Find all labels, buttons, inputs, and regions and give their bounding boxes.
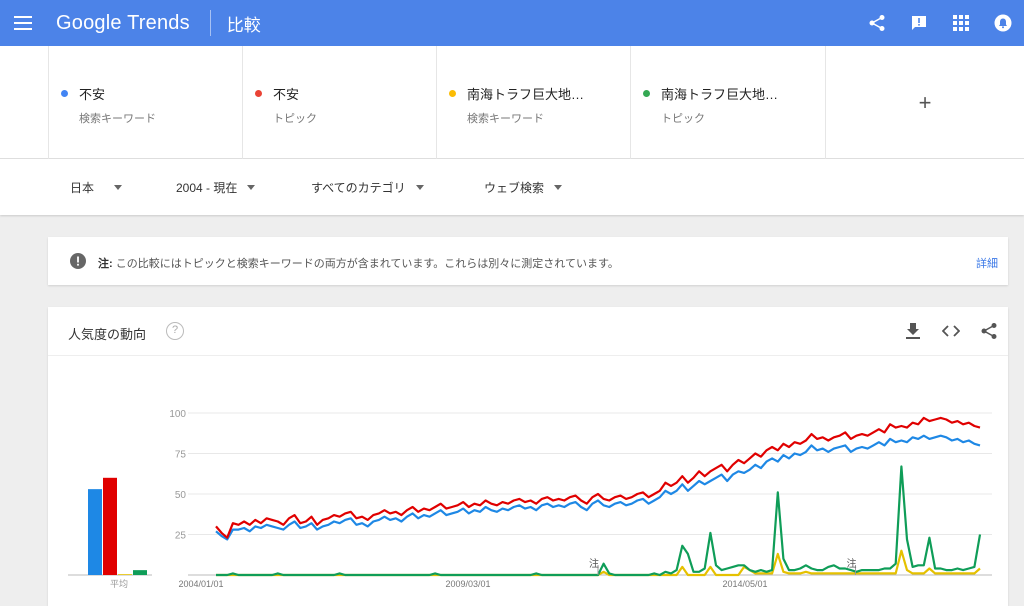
x-tick-label: 2014/05/01: [722, 579, 767, 589]
notice-text: この比較にはトピックと検索キーワードの両方が含まれています。これらは別々に測定さ…: [115, 258, 619, 270]
term-type: トピック: [273, 113, 317, 125]
term-name: 不安: [79, 87, 106, 102]
card-divider: [48, 355, 1008, 356]
region-filter-label: 日本: [70, 181, 95, 195]
y-tick-label: 75: [175, 450, 187, 461]
app-logo[interactable]: Google Trends: [56, 11, 190, 34]
category-filter[interactable]: すべてのカテゴリ: [311, 179, 424, 196]
interest-over-time-card: 人気度の動向 ? 100 75 50 25 2004/01/01 2009/03/01 20…: [48, 307, 1008, 606]
period-filter[interactable]: 2004 - 現在: [176, 179, 256, 196]
term-name: 不安: [273, 87, 300, 102]
x-tick-label: 2009/03/01: [445, 579, 490, 589]
term-card-1[interactable]: 不安 検索キーワード: [48, 46, 242, 159]
download-icon: [906, 323, 920, 339]
term-card-3[interactable]: 南海トラフ巨大地… 検索キーワード: [436, 46, 630, 159]
search-type-filter[interactable]: ウェブ検索: [484, 179, 563, 196]
add-term-button[interactable]: +: [825, 46, 1024, 159]
app-header: Google Trends 比較: [0, 0, 1024, 46]
download-button[interactable]: [894, 318, 932, 344]
y-tick-label: 25: [175, 531, 187, 542]
account-icon: [994, 14, 1012, 32]
page-title: 比較: [226, 15, 261, 35]
note-marker: 注: [846, 557, 856, 570]
region-filter[interactable]: 日本: [70, 179, 123, 196]
average-bar: [133, 570, 147, 575]
feedback-button[interactable]: [898, 0, 940, 46]
average-bar: [88, 489, 102, 575]
card-title: 人気度の動向: [68, 327, 147, 342]
apps-button[interactable]: [940, 0, 982, 46]
term-card-2[interactable]: 不安 トピック: [242, 46, 436, 159]
term-color-dot: [449, 90, 456, 97]
term-name: 南海トラフ巨大地…: [467, 87, 585, 102]
chevron-down-icon: [114, 185, 123, 190]
term-color-dot: [255, 90, 262, 97]
embed-icon: [942, 325, 960, 337]
term-type: 検索キーワード: [467, 113, 544, 125]
series-line: [215, 434, 981, 541]
apps-icon: [953, 15, 969, 31]
term-color-dot: [643, 90, 650, 97]
share-icon: [981, 323, 997, 339]
category-filter-label: すべてのカテゴリ: [311, 181, 406, 195]
series-line: [215, 416, 981, 539]
y-tick-label: 50: [175, 490, 187, 501]
embed-button[interactable]: [932, 318, 970, 344]
x-tick-label: 2004/01/01: [178, 579, 223, 589]
info-alert-icon: [70, 253, 86, 269]
average-bar: [118, 574, 132, 575]
notice-text-line: 注: この比較にはトピックと検索キーワードの両方が含まれています。これらは別々に…: [98, 255, 619, 271]
term-name: 南海トラフ巨大地…: [661, 87, 779, 102]
period-filter-label: 2004 - 現在: [176, 181, 238, 195]
account-button[interactable]: [982, 0, 1024, 46]
notice-label: 注:: [98, 258, 113, 270]
compare-terms-bar: 不安 検索キーワード 不安 トピック 南海トラフ巨大地… 検索キーワード 南海ト…: [0, 46, 1024, 159]
comparison-notice: 注: この比較にはトピックと検索キーワードの両方が含まれています。これらは別々に…: [48, 237, 1008, 285]
term-color-dot: [61, 90, 68, 97]
search-type-filter-label: ウェブ検索: [484, 181, 545, 195]
share-button[interactable]: [856, 0, 898, 46]
feedback-icon: [912, 16, 926, 30]
term-card-4[interactable]: 南海トラフ巨大地… トピック: [630, 46, 824, 159]
term-type: 検索キーワード: [79, 113, 156, 125]
averages-label: 平均: [110, 578, 128, 589]
note-marker: 注: [589, 557, 599, 570]
chevron-down-icon: [554, 185, 563, 190]
filter-bar: 日本 2004 - 現在 すべてのカテゴリ ウェブ検索: [0, 159, 1024, 215]
term-type: トピック: [661, 113, 705, 125]
help-icon[interactable]: ?: [166, 322, 184, 340]
trend-chart: 100 75 50 25 2004/01/01 2009/03/01 2014/05/01 平…: [68, 409, 992, 589]
share-icon: [869, 15, 885, 31]
average-bar: [103, 477, 117, 575]
menu-icon: [14, 16, 32, 30]
chevron-down-icon: [415, 185, 424, 190]
chevron-down-icon: [247, 185, 256, 190]
header-divider: [209, 10, 211, 36]
card-share-button[interactable]: [970, 318, 1008, 344]
menu-button[interactable]: [0, 0, 46, 46]
notice-details-link[interactable]: 詳細: [976, 258, 998, 270]
y-tick-label: 100: [169, 409, 186, 420]
